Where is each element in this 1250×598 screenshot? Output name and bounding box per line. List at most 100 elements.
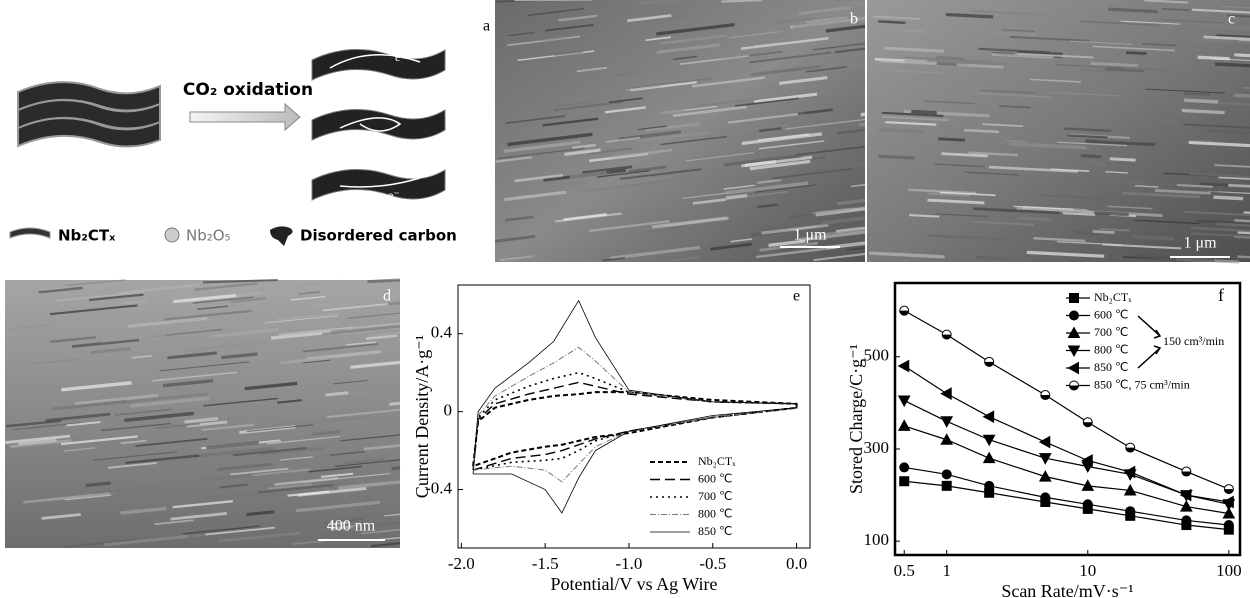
texture-line bbox=[638, 125, 667, 131]
texture-line bbox=[346, 341, 377, 346]
texture-line bbox=[365, 334, 398, 340]
y-tick-label: 500 bbox=[864, 346, 890, 365]
texture-line bbox=[956, 63, 1004, 69]
texture-line bbox=[725, 193, 748, 200]
texture-line bbox=[65, 538, 136, 548]
texture-line bbox=[1161, 19, 1225, 24]
texture-line bbox=[1016, 207, 1093, 214]
texture-line bbox=[1094, 211, 1129, 217]
texture-line bbox=[1090, 61, 1139, 68]
texture-line bbox=[727, 112, 805, 124]
texture-line bbox=[197, 305, 229, 310]
texture-line bbox=[1105, 171, 1128, 174]
texture-line bbox=[1215, 62, 1250, 68]
texture-line bbox=[298, 291, 320, 295]
texture-line bbox=[171, 414, 201, 420]
marker-half bbox=[899, 310, 909, 316]
texture-line bbox=[127, 445, 153, 450]
texture-line bbox=[25, 429, 98, 440]
texture-line bbox=[296, 502, 342, 510]
marker bbox=[1180, 500, 1193, 512]
texture-line bbox=[935, 55, 965, 61]
texture-line bbox=[779, 76, 828, 85]
texture-line bbox=[232, 446, 307, 457]
texture-line bbox=[1067, 134, 1108, 139]
texture-line bbox=[274, 476, 338, 486]
panel-label: d bbox=[383, 288, 391, 305]
texture-line bbox=[121, 299, 148, 305]
texture-line bbox=[672, 55, 697, 61]
x-tick-label: -1.0 bbox=[616, 554, 643, 573]
texture-line bbox=[878, 20, 906, 25]
texture-line bbox=[278, 326, 354, 336]
texture-line bbox=[352, 521, 401, 529]
x-tick-label: -0.5 bbox=[699, 554, 726, 573]
scale-bar-label: 1 μm bbox=[1183, 235, 1217, 252]
texture-line bbox=[361, 528, 401, 535]
texture-line bbox=[64, 494, 112, 501]
texture-line bbox=[772, 16, 813, 25]
texture-line bbox=[1125, 51, 1147, 56]
texture-line bbox=[582, 165, 633, 175]
annotation: 150 cm³/min bbox=[1163, 334, 1224, 348]
texture-line bbox=[187, 340, 267, 353]
texture-line bbox=[970, 9, 1048, 16]
texture-line bbox=[515, 191, 562, 199]
texture-line bbox=[1072, 230, 1103, 236]
texture-line bbox=[252, 468, 311, 477]
texture-line bbox=[295, 500, 381, 513]
panel-label: e bbox=[793, 288, 800, 305]
texture-line bbox=[1107, 205, 1153, 210]
texture-line bbox=[908, 188, 977, 195]
texture-line bbox=[647, 14, 689, 22]
texture-line bbox=[792, 17, 866, 29]
texture-line bbox=[194, 446, 276, 459]
texture-line bbox=[1134, 219, 1201, 225]
marker-half bbox=[1040, 395, 1050, 400]
marker bbox=[1067, 326, 1081, 338]
marker-half bbox=[1224, 489, 1234, 494]
texture-line bbox=[350, 360, 401, 369]
texture-line bbox=[1122, 191, 1201, 199]
texture-line bbox=[321, 472, 354, 478]
texture-line bbox=[38, 286, 83, 294]
texture-line bbox=[723, 184, 756, 190]
texture-line bbox=[1085, 139, 1156, 147]
y-tick-label: 300 bbox=[864, 438, 890, 457]
texture-line bbox=[519, 181, 585, 192]
marker bbox=[1067, 361, 1079, 375]
texture-line bbox=[685, 152, 754, 162]
series-line bbox=[904, 480, 1229, 531]
texture-line bbox=[72, 338, 140, 348]
texture-line bbox=[902, 29, 926, 33]
texture-line bbox=[814, 163, 866, 173]
texture-line bbox=[1071, 178, 1151, 185]
series-line bbox=[904, 466, 1229, 526]
texture-line bbox=[505, 215, 534, 222]
texture-line bbox=[367, 278, 401, 284]
texture-line bbox=[507, 132, 593, 147]
texture-line bbox=[337, 480, 401, 490]
texture-line bbox=[911, 109, 937, 115]
texture-line bbox=[772, 167, 854, 180]
texture-line bbox=[697, 97, 759, 108]
texture-line bbox=[332, 379, 368, 385]
texture-line bbox=[278, 392, 364, 402]
legend-text: 800 ℃ bbox=[1094, 342, 1128, 356]
marker bbox=[982, 410, 995, 424]
sheet bbox=[17, 81, 161, 112]
texture-line bbox=[60, 435, 138, 446]
texture-line bbox=[1142, 43, 1177, 47]
texture-line bbox=[91, 486, 155, 494]
legend-icon bbox=[164, 227, 180, 243]
texture-line bbox=[1216, 222, 1250, 227]
texture-line bbox=[74, 393, 159, 406]
texture-line bbox=[721, 0, 763, 3]
texture-line bbox=[391, 466, 401, 471]
texture-line bbox=[388, 403, 401, 407]
texture-line bbox=[927, 233, 1005, 241]
texture-line bbox=[753, 92, 818, 104]
texture-line bbox=[495, 156, 532, 163]
texture-line bbox=[834, 47, 866, 54]
texture-line bbox=[1120, 20, 1180, 25]
